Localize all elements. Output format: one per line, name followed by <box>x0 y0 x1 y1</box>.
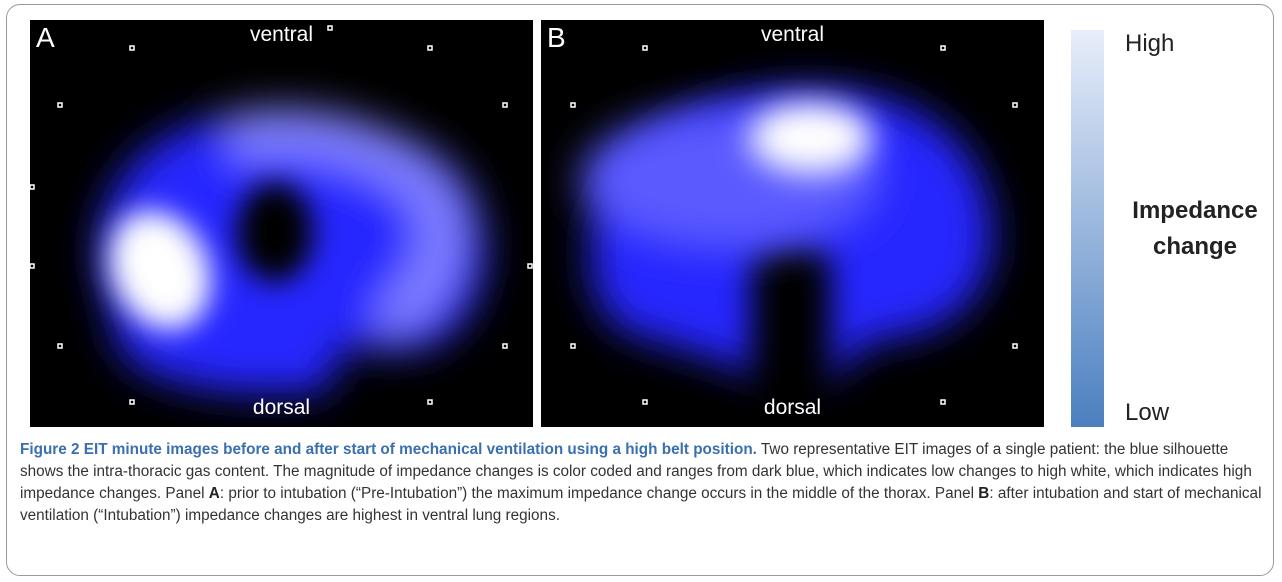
orientation-label: dorsal <box>541 396 1044 420</box>
caption-title: EIT minute images before and after start… <box>84 441 757 458</box>
orientation-label: dorsal <box>30 396 533 420</box>
panel-a: A ventral dorsal <box>30 20 533 427</box>
caption-label: Figure 2 <box>20 441 80 458</box>
caption-text: : prior to intubation (“Pre-Intubation”)… <box>220 485 974 502</box>
panel-ref: A <box>209 485 220 502</box>
panel-b: B ventral dorsal <box>541 20 1044 427</box>
eit-image <box>30 20 533 427</box>
title-line: change <box>1153 233 1237 260</box>
orientation-label: ventral <box>30 23 533 47</box>
title-line: Impedance <box>1132 197 1257 224</box>
colorbar-title: Impedance change <box>1110 193 1280 265</box>
colorbar-high: High <box>1125 30 1174 58</box>
colorbar <box>1071 30 1104 427</box>
colorbar-low: Low <box>1125 399 1169 427</box>
eit-image <box>541 20 1044 427</box>
orientation-label: ventral <box>541 23 1044 47</box>
panel-ref: B <box>978 485 989 502</box>
caption: Figure 2 EIT minute images before and af… <box>20 439 1268 527</box>
